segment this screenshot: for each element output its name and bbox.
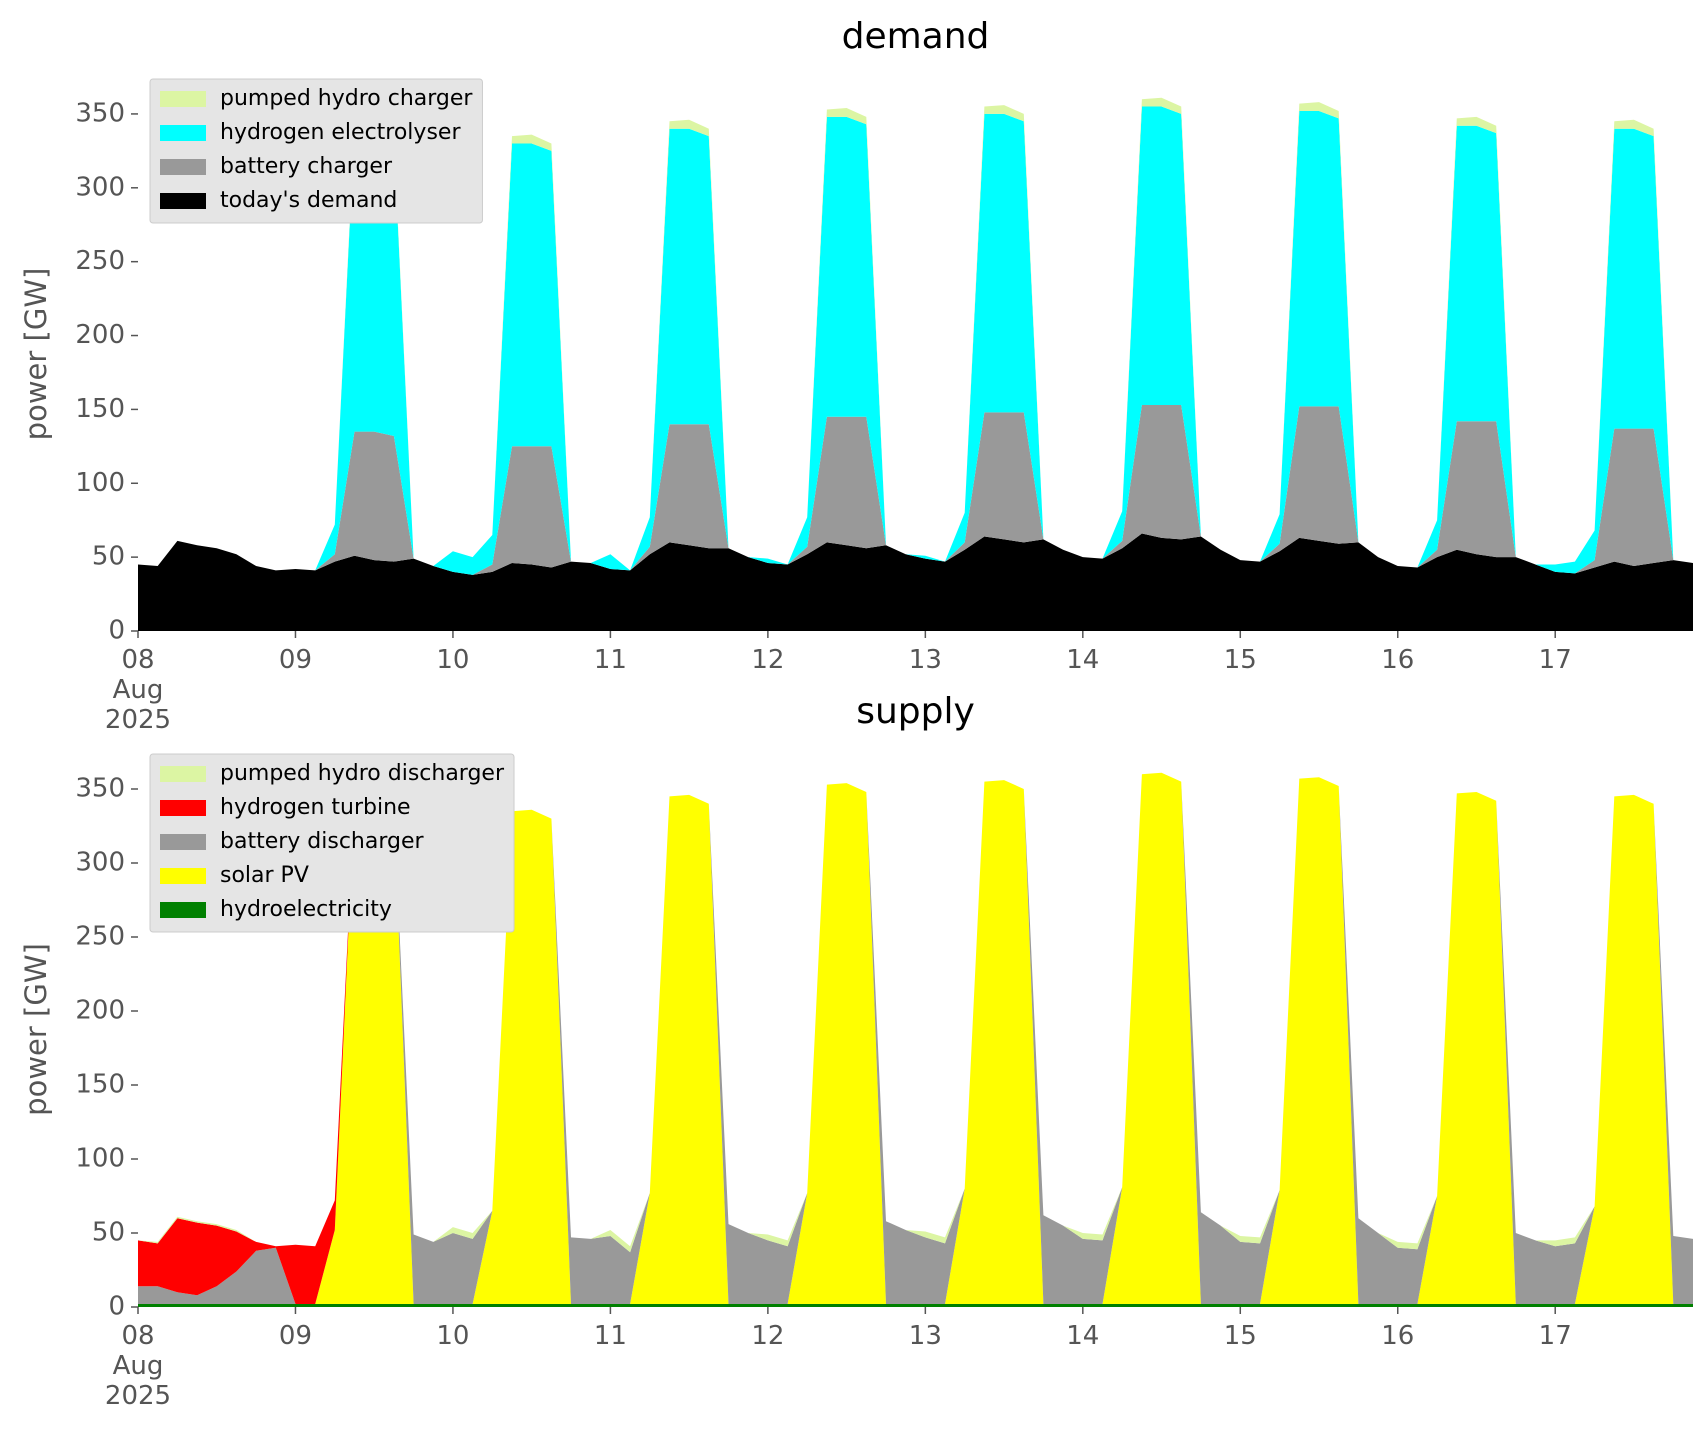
- x-tick-label: 16: [1381, 1321, 1415, 1351]
- legend-label: pumped hydro discharger: [220, 761, 505, 786]
- legend-label: solar PV: [220, 863, 309, 888]
- y-tick-label: 150: [75, 394, 125, 424]
- legend-box: [149, 753, 515, 933]
- x-tick-label: 17: [1538, 1321, 1572, 1351]
- x-tick-label: 15: [1223, 645, 1257, 675]
- x-tick-label: 10: [436, 645, 470, 675]
- y-tick-label: 50: [92, 542, 125, 572]
- y-tick-label: 250: [75, 246, 125, 276]
- x-tick-label: 15: [1223, 1321, 1257, 1351]
- legend-label: pumped hydro charger: [220, 86, 473, 111]
- chart-title: supply: [856, 691, 975, 732]
- y-tick-label: 200: [75, 320, 125, 350]
- y-tick-label: 100: [75, 1144, 125, 1174]
- legend: pumped hydro discharger hydrogen turbine b…: [149, 753, 515, 933]
- y-axis-label: power [GW]: [19, 943, 53, 1116]
- legend-label: today's demand: [220, 188, 397, 213]
- area: [138, 405, 1693, 575]
- legend-swatch: [160, 766, 206, 782]
- legend-swatch: [160, 159, 206, 175]
- y-tick-label: 150: [75, 1070, 125, 1100]
- y-tick-label: 350: [75, 774, 125, 804]
- area: [138, 1304, 1693, 1307]
- legend-label: hydrogen turbine: [220, 795, 411, 820]
- y-tick-label: 300: [75, 172, 125, 202]
- y-tick-label: 300: [75, 848, 125, 878]
- x-tick-label: 12: [751, 645, 785, 675]
- y-tick-label: 250: [75, 922, 125, 952]
- x-tick-label: 10: [436, 1321, 470, 1351]
- legend-swatch: [160, 868, 206, 884]
- y-tick-label: 0: [108, 1292, 125, 1322]
- area: [138, 772, 1693, 1304]
- x-tick-label: 12: [751, 1321, 785, 1351]
- x-tick-label: 08 Aug 2025: [104, 645, 172, 735]
- legend-swatch: [160, 800, 206, 816]
- legend-swatch: [160, 902, 206, 918]
- x-tick-label: 09: [278, 1321, 312, 1351]
- legend-label: hydrogen electrolyser: [220, 120, 461, 145]
- y-tick-label: 200: [75, 996, 125, 1026]
- area: [138, 772, 1693, 1304]
- chart-title: demand: [842, 16, 990, 57]
- area: [138, 772, 1693, 1304]
- x-tick-label: 16: [1381, 645, 1415, 675]
- x-tick-label: 17: [1538, 645, 1572, 675]
- x-tick-label: 08 Aug 2025: [104, 1321, 172, 1411]
- y-axis-label: power [GW]: [19, 268, 53, 441]
- x-tick-label: 13: [908, 645, 942, 675]
- y-tick-label: 0: [108, 616, 125, 646]
- legend-label: hydroelectricity: [220, 897, 392, 922]
- legend-swatch: [160, 193, 206, 209]
- area: [138, 106, 1693, 575]
- legend-swatch: [160, 125, 206, 141]
- legend: pumped hydro charger hydrogen electrolyse…: [149, 78, 483, 224]
- area: [138, 533, 1693, 631]
- x-tick-label: 14: [1066, 1321, 1100, 1351]
- legend-label: battery discharger: [220, 829, 425, 854]
- y-tick-label: 350: [75, 98, 125, 128]
- x-tick-label: 09: [278, 645, 312, 675]
- x-tick-label: 11: [593, 645, 627, 675]
- x-tick-label: 14: [1066, 645, 1100, 675]
- legend-label: battery charger: [220, 154, 393, 179]
- x-tick-label: 13: [908, 1321, 942, 1351]
- x-tick-label: 11: [593, 1321, 627, 1351]
- legend-swatch: [160, 834, 206, 850]
- y-tick-label: 50: [92, 1218, 125, 1248]
- legend-swatch: [160, 91, 206, 107]
- legend-box: [149, 78, 483, 224]
- y-tick-label: 100: [75, 468, 125, 498]
